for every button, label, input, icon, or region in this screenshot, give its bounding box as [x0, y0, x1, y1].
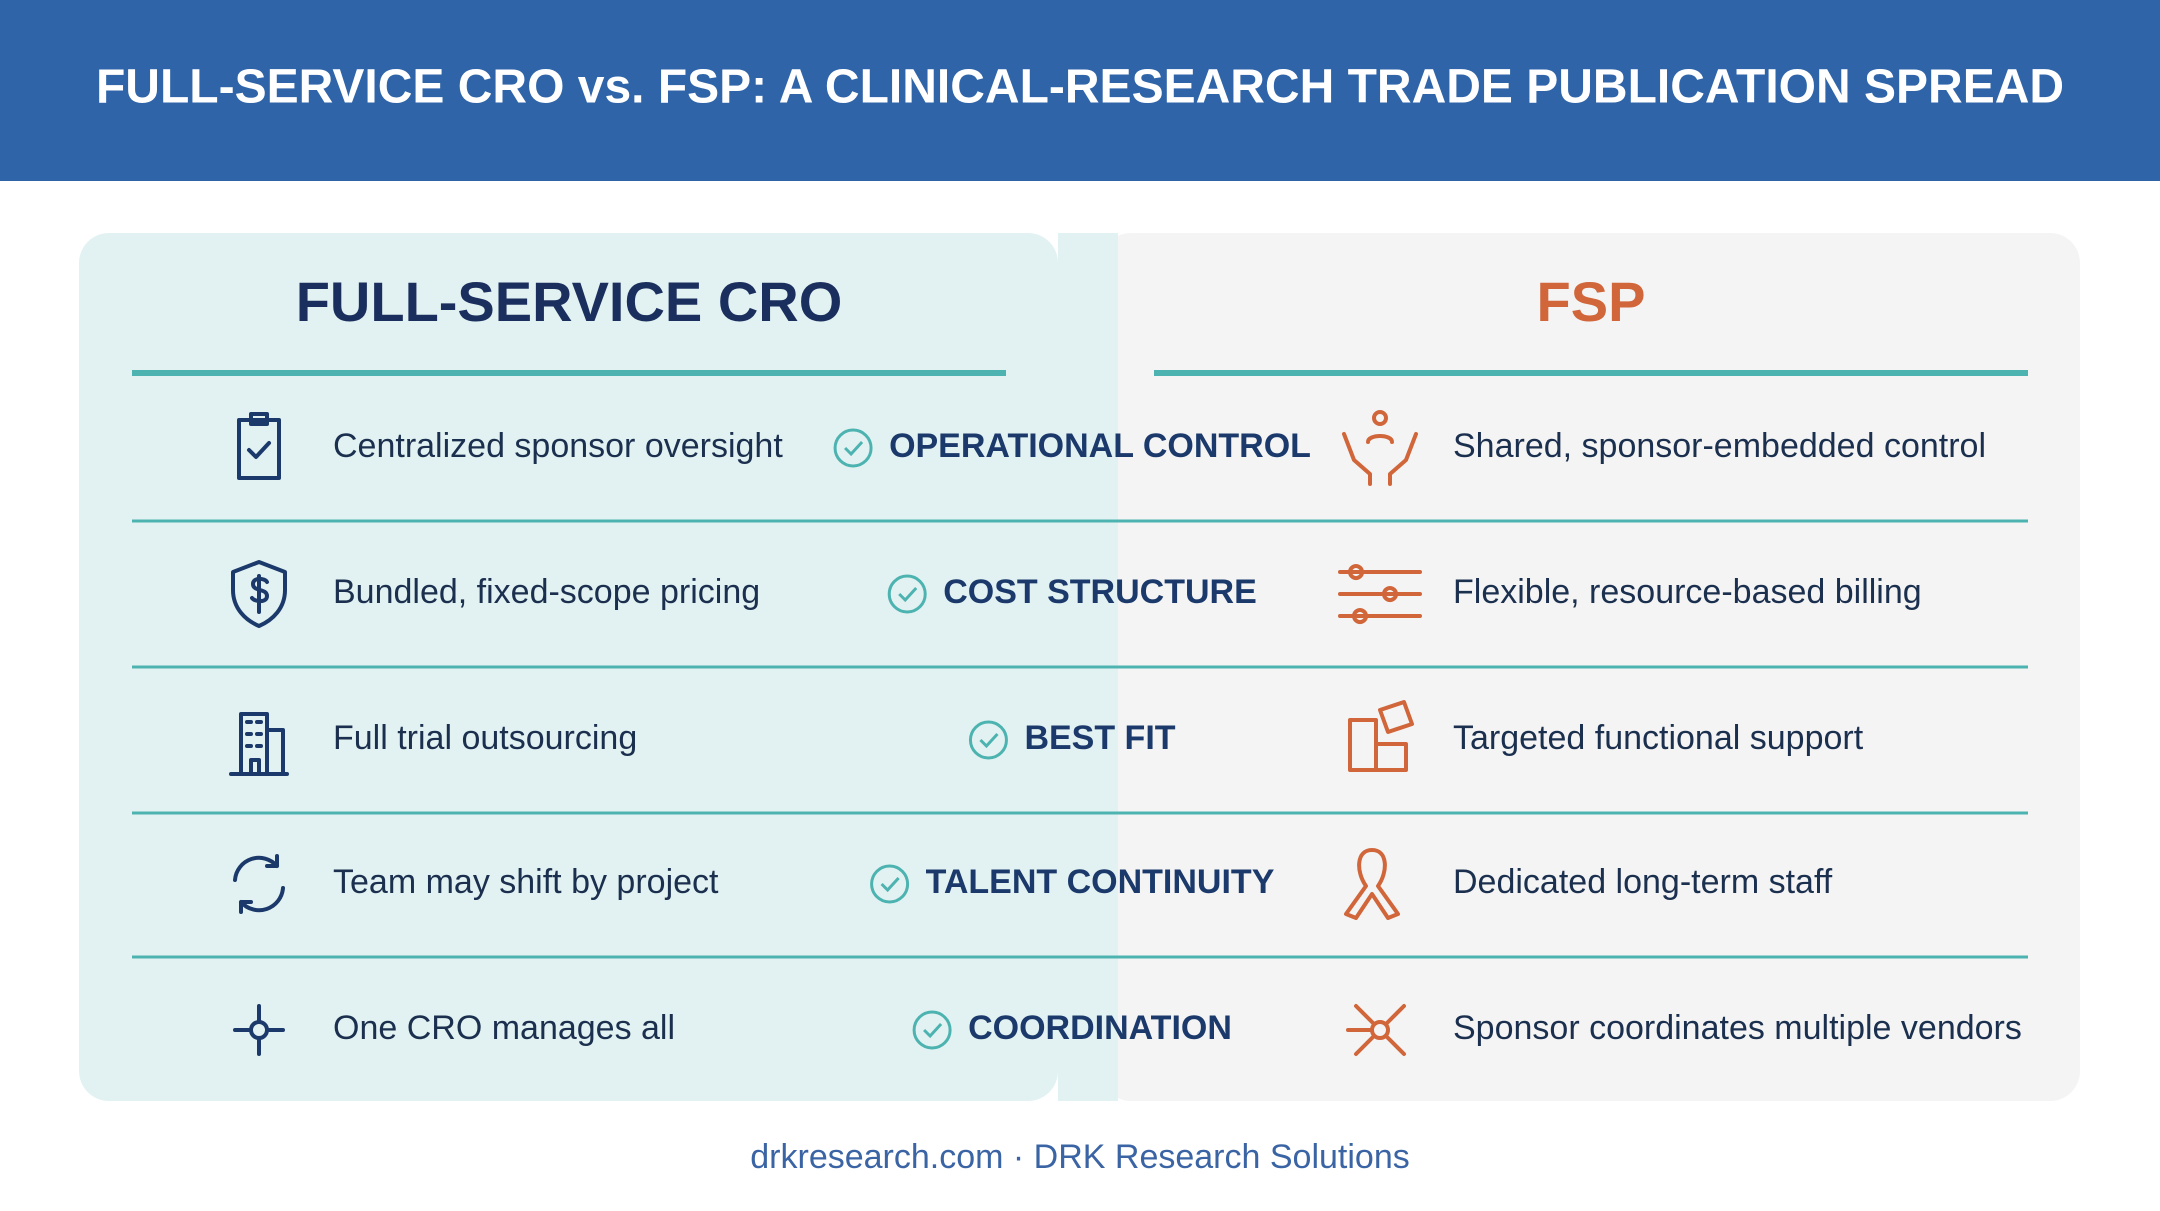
page-title: FULL-SERVICE CRO vs. FSP: A CLINICAL-RES…	[96, 61, 2064, 114]
left-text: Full trial outsourcing	[333, 719, 637, 757]
check-icon	[887, 574, 927, 614]
left-text: Bundled, fixed-scope pricing	[333, 573, 760, 611]
check-circle	[887, 574, 927, 614]
right-icon	[1338, 564, 1422, 625]
left-icon	[231, 560, 287, 628]
check-mark	[923, 1022, 943, 1039]
right-text: Sponsor coordinates multiple vendors	[1453, 1009, 2022, 1047]
right-icon	[1344, 848, 1400, 920]
check-icon	[833, 428, 873, 468]
right-text: Flexible, resource-based billing	[1453, 573, 1922, 611]
left-text: One CRO manages all	[333, 1009, 675, 1047]
check-mark	[979, 732, 999, 749]
criterion-label: TALENT CONTINUITY	[926, 863, 1275, 901]
check-circle	[968, 720, 1008, 760]
right-text: Targeted functional support	[1453, 719, 1864, 757]
left-icon	[237, 412, 281, 480]
right-icon	[1342, 410, 1418, 486]
check-mark	[898, 586, 918, 603]
left-text: Centralized sponsor oversight	[333, 427, 783, 465]
header-bar	[0, 0, 2160, 181]
right-icon	[1348, 700, 1414, 772]
check-mark	[880, 876, 900, 893]
right-heading: FSP	[1537, 270, 1646, 333]
check-circle	[912, 1010, 952, 1050]
left-text: Team may shift by project	[333, 863, 719, 901]
right-text: Dedicated long-term staff	[1453, 863, 1833, 901]
right-icon	[1346, 1004, 1406, 1056]
left-icon	[233, 854, 285, 914]
check-icon	[912, 1010, 952, 1050]
check-icon	[870, 864, 910, 904]
footer: drkresearch.com · DRK Research Solutions	[750, 1138, 1409, 1176]
check-circle	[870, 864, 910, 904]
criterion-label: COST STRUCTURE	[943, 573, 1257, 611]
check-icon	[968, 720, 1008, 760]
left-heading: FULL-SERVICE CRO	[296, 270, 843, 333]
right-text: Shared, sponsor-embedded control	[1453, 427, 1986, 465]
left-icon	[229, 712, 289, 776]
criterion-label: BEST FIT	[1024, 719, 1175, 757]
check-circle	[833, 428, 873, 468]
criterion-label: COORDINATION	[968, 1009, 1232, 1047]
criterion-label: OPERATIONAL CONTROL	[889, 427, 1311, 465]
check-mark	[844, 440, 864, 457]
left-icon	[233, 1004, 285, 1056]
